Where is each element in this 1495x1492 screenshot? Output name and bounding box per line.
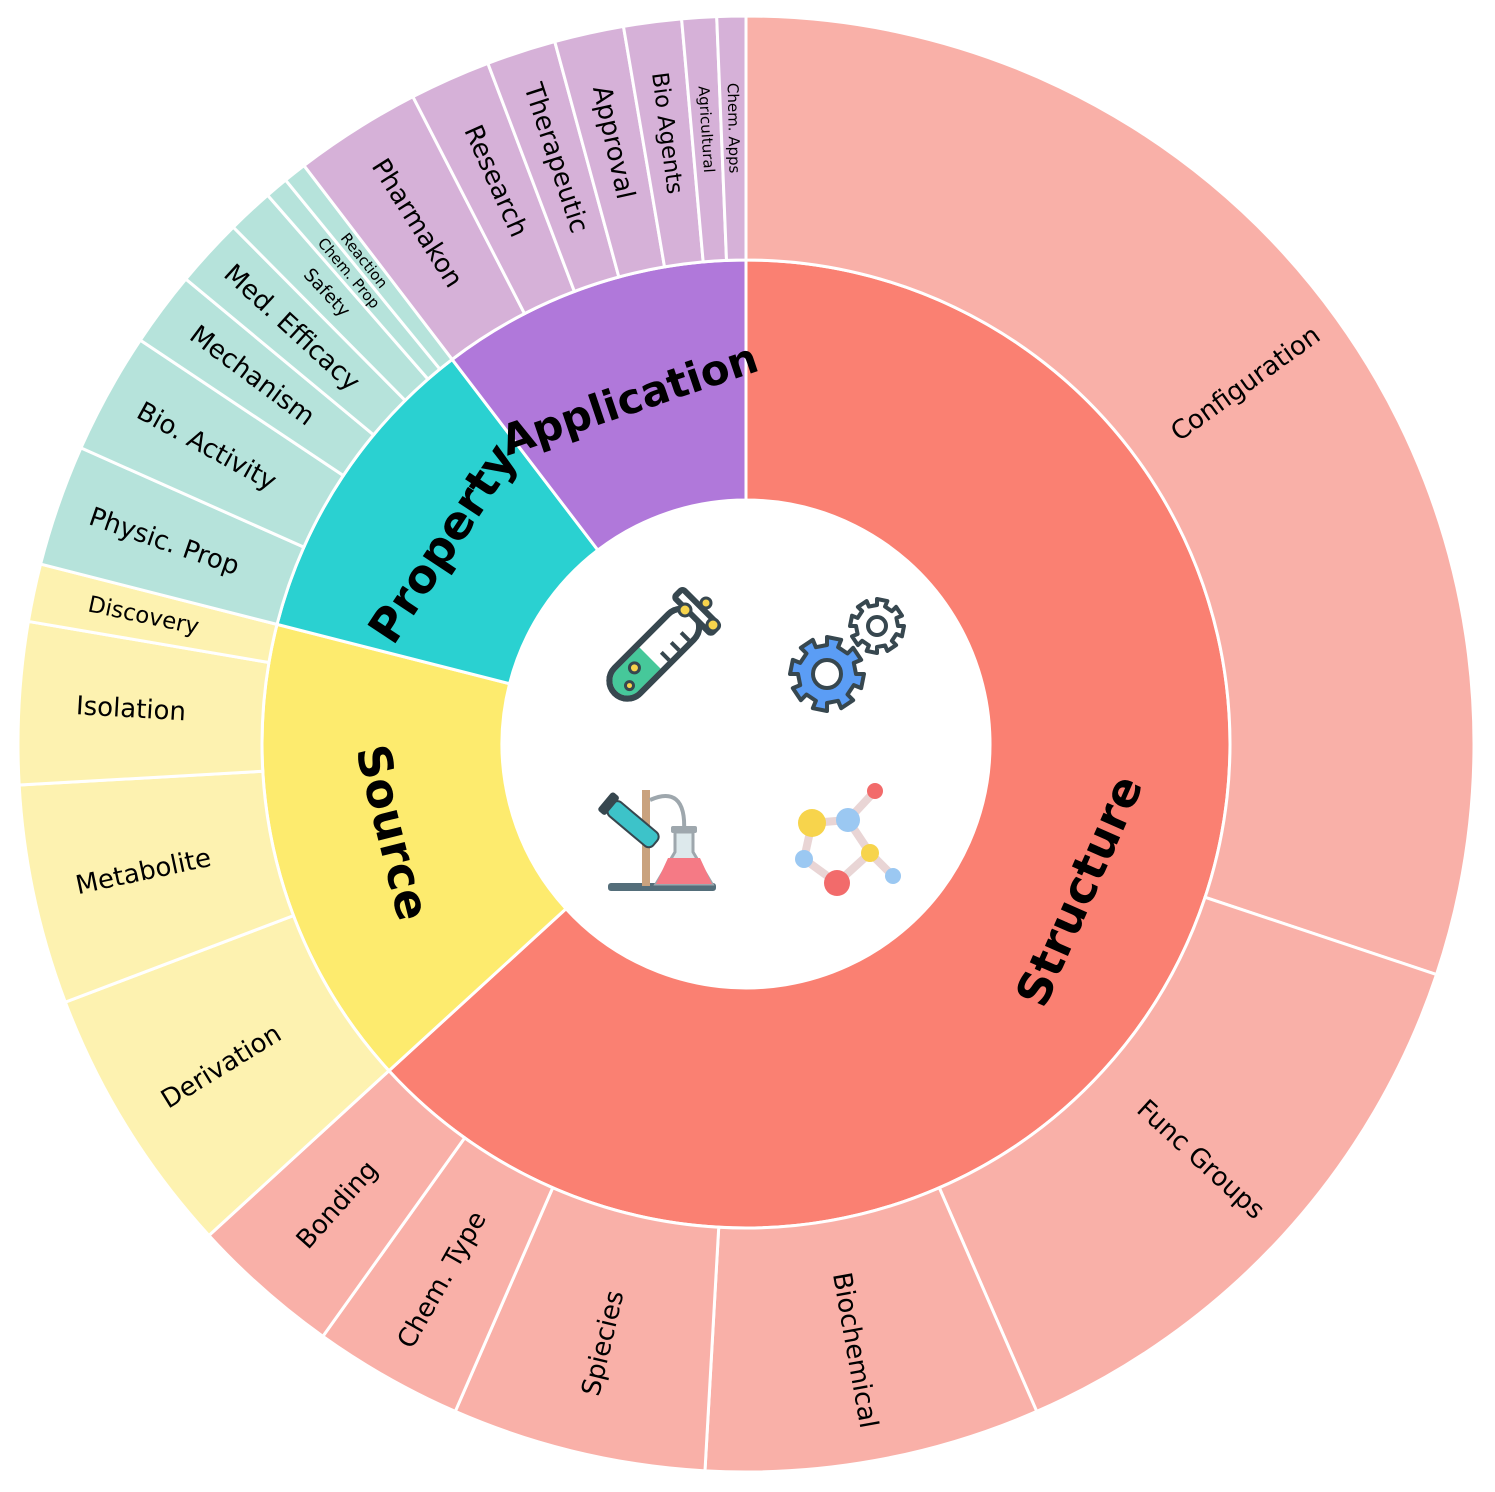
segment-func-groups (937, 895, 1439, 1414)
bubbles-icon (677, 596, 721, 633)
subcategory-label-chem-apps: Chem. Apps (724, 83, 744, 174)
inner-ring (260, 258, 1232, 1230)
lab-flask-icon (598, 790, 716, 891)
outer-ring (16, 14, 1476, 1474)
subcategory-label-agricultural: Agricultural (695, 85, 719, 173)
center-hub (502, 500, 990, 988)
segment-chem-apps (715, 14, 748, 262)
subcategory-label-isolation: Isolation (75, 691, 187, 727)
molecule-icon (795, 783, 901, 896)
segment-configuration (744, 14, 1476, 977)
gears-icon (788, 597, 906, 713)
